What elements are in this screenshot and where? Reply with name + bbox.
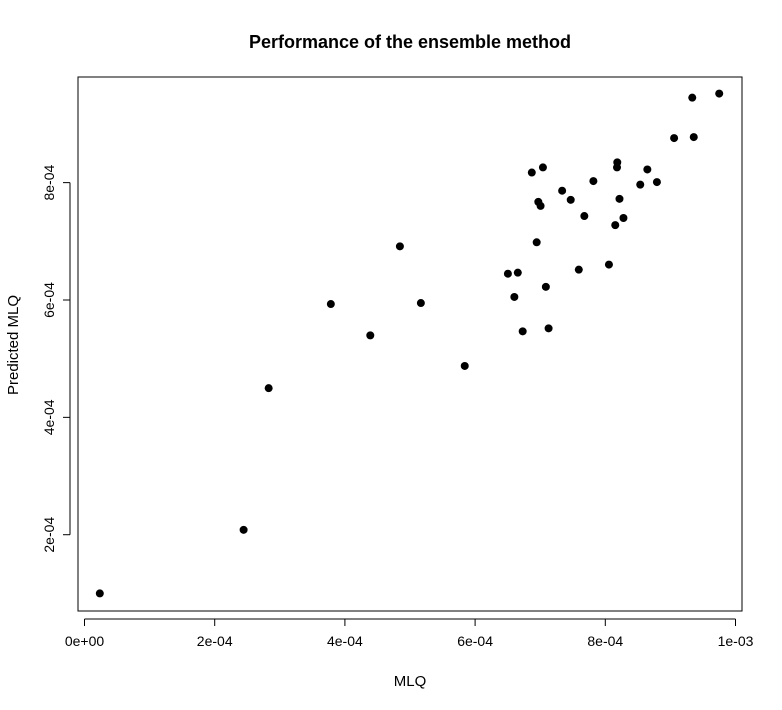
y-axis-label: Predicted MLQ <box>5 295 22 395</box>
y-tick-label: 2e-04 <box>41 517 57 553</box>
data-point <box>95 589 104 598</box>
data-point <box>513 268 522 277</box>
data-point <box>395 242 404 251</box>
data-point <box>580 212 589 221</box>
data-point <box>715 89 724 98</box>
x-tick-label: 1e-03 <box>718 633 754 649</box>
data-point <box>503 269 512 278</box>
data-point <box>527 168 536 177</box>
data-point <box>538 163 547 172</box>
data-point <box>689 133 698 142</box>
data-point <box>643 165 652 174</box>
data-point <box>541 282 550 291</box>
data-point <box>615 194 624 203</box>
data-point <box>636 180 645 189</box>
data-point <box>670 134 679 143</box>
data-point <box>611 221 620 230</box>
data-point <box>604 260 613 269</box>
data-point <box>532 238 541 247</box>
data-point <box>264 384 273 393</box>
x-tick-label: 0e+00 <box>65 633 105 649</box>
data-point <box>544 324 553 333</box>
data-point <box>518 327 527 336</box>
y-tick-label: 6e-04 <box>41 282 57 318</box>
plot-frame <box>77 76 743 612</box>
x-tick-label: 2e-04 <box>197 633 233 649</box>
x-tick-label: 4e-04 <box>327 633 363 649</box>
data-point <box>589 177 598 186</box>
x-axis-label: MLQ <box>394 673 427 690</box>
data-point <box>460 361 469 370</box>
y-tick-label: 8e-04 <box>41 165 57 201</box>
x-tick-label: 6e-04 <box>457 633 493 649</box>
data-point <box>574 265 583 274</box>
data-point <box>326 300 335 309</box>
data-point <box>613 158 622 167</box>
y-tick-label: 4e-04 <box>41 399 57 435</box>
chart-title: Performance of the ensemble method <box>249 32 571 52</box>
data-point <box>239 525 248 534</box>
y-axis: 2e-04 4e-04 6e-04 8e-04 <box>41 165 71 553</box>
data-point <box>558 186 567 195</box>
data-point <box>688 93 697 102</box>
x-axis: 0e+00 2e-04 4e-04 6e-04 8e-04 1e-03 <box>65 618 754 649</box>
data-point <box>619 214 628 223</box>
data-point <box>536 201 545 210</box>
x-tick-label: 8e-04 <box>587 633 623 649</box>
data-points <box>95 89 724 598</box>
data-point <box>416 299 425 308</box>
data-point <box>510 292 519 301</box>
data-point <box>366 331 375 340</box>
data-point <box>566 195 575 204</box>
data-point <box>652 178 661 187</box>
